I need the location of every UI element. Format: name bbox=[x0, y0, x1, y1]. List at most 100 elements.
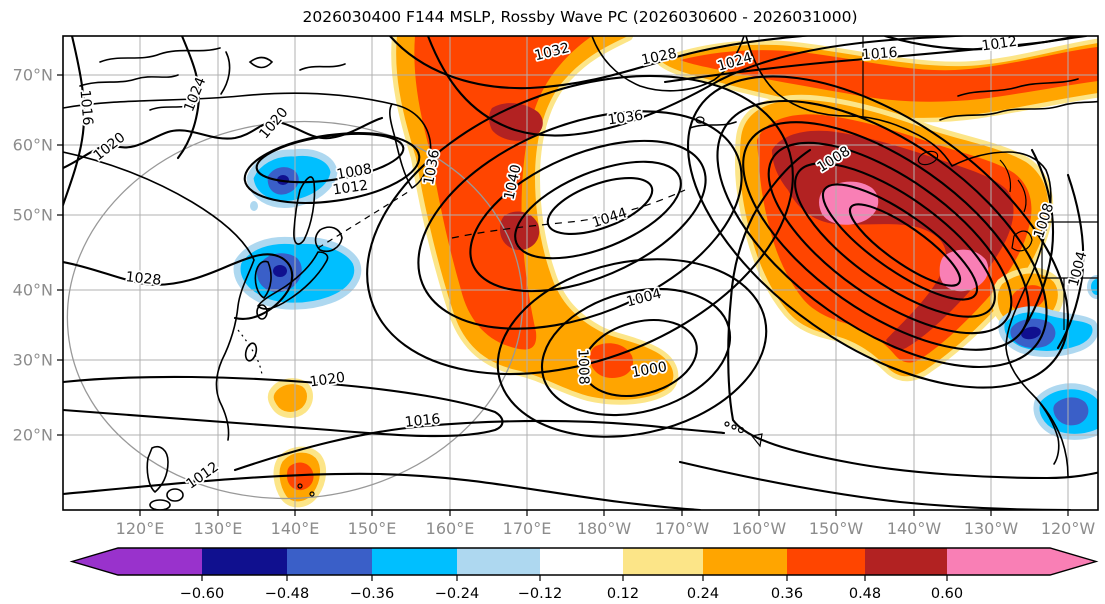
pressure-contours bbox=[63, 36, 1098, 510]
contour-outer-ring-east bbox=[727, 296, 1098, 480]
coast-se-alaska-islands-1 bbox=[999, 159, 1012, 193]
coast-philippines-1 bbox=[166, 488, 184, 502]
coast-hawaii-2 bbox=[731, 424, 737, 430]
contour-squiggle-7 bbox=[939, 100, 1098, 121]
contour-label: 1016 bbox=[861, 45, 898, 63]
lon-tick-label: 170°E bbox=[503, 519, 552, 538]
lon-tick-label: 180°W bbox=[577, 519, 632, 538]
colorbar-cell bbox=[623, 548, 703, 575]
plot-area bbox=[63, 36, 1098, 510]
coast-alaska-na bbox=[745, 36, 1069, 477]
contour-1024-top bbox=[426, 36, 972, 137]
colorbar-tick-label: 0.48 bbox=[849, 586, 881, 602]
coast-east-asia bbox=[63, 151, 255, 441]
colorbar-tick-label: −0.12 bbox=[518, 586, 562, 602]
contour-nepaclow-r2 bbox=[821, 183, 979, 301]
gridlines bbox=[63, 36, 1098, 510]
contour-outer-ring-north bbox=[729, 148, 812, 300]
contour-coastal-1008 bbox=[1022, 148, 1055, 330]
shade-tail-red-core bbox=[590, 343, 634, 378]
lat-tick-label: 40°N bbox=[13, 281, 53, 300]
colorbar-arrow-right bbox=[947, 548, 1096, 575]
contour-label: 1008 bbox=[574, 349, 591, 385]
great-circle-overlay bbox=[66, 120, 524, 500]
contour-squiggle-2 bbox=[79, 74, 179, 87]
contour-high-1048 bbox=[546, 176, 654, 236]
colorbar-tick-label: −0.24 bbox=[435, 586, 479, 602]
contour-1020-nw bbox=[63, 116, 384, 170]
pc-shading-positive bbox=[267, 36, 1098, 508]
shade-baja-royal bbox=[1053, 397, 1089, 426]
lat-tick-label: 30°N bbox=[13, 351, 53, 370]
lon-tick-label: 120°W bbox=[1041, 519, 1096, 538]
contour-1020-ridge bbox=[63, 375, 504, 438]
lon-tick-label: 140°E bbox=[271, 519, 320, 538]
contour-1012-topright bbox=[883, 36, 1080, 51]
coast-baja bbox=[1035, 397, 1060, 465]
coast-okhotsk bbox=[63, 92, 393, 109]
colorbar-tick-label: 0.12 bbox=[607, 586, 639, 602]
colorbar-cell bbox=[287, 548, 372, 575]
colorbar: −0.60 −0.48 −0.36 −0.24 −0.12 0.12 0.24 0.36 0.4… bbox=[69, 547, 1099, 602]
lon-tick-label: 160°W bbox=[732, 519, 787, 538]
colorbar-tick-label: −0.36 bbox=[350, 586, 394, 602]
contour-squiggle-5 bbox=[248, 56, 274, 69]
lon-tick-label: 130°E bbox=[194, 519, 243, 538]
lon-tick-label: 130°W bbox=[964, 519, 1019, 538]
colorbar-cell bbox=[372, 548, 457, 575]
coast-vancouver-island bbox=[1011, 230, 1033, 252]
lon-tick-label: 170°W bbox=[655, 519, 710, 538]
contour-coastal-1004 bbox=[1056, 173, 1085, 350]
colorbar-tick-label: −0.48 bbox=[265, 586, 309, 602]
lat-tick-label: 50°N bbox=[13, 206, 53, 225]
contour-1028-westmid bbox=[63, 253, 294, 320]
colorbar-tick-label: 0.60 bbox=[931, 586, 963, 602]
contour-label: 1028 bbox=[640, 46, 678, 69]
contour-nepaclow-r4 bbox=[767, 141, 1013, 335]
colorbar-outline bbox=[69, 547, 1099, 576]
colorbar-cell bbox=[540, 548, 623, 575]
coast-chukotka bbox=[591, 36, 745, 92]
lon-axis-labels: 120°E 130°E 140°E 150°E 160°E 170°E 180°W 170°W… bbox=[116, 519, 1096, 538]
contour-1024-nw bbox=[176, 36, 200, 160]
coast-luzon bbox=[146, 446, 169, 493]
lat-tick-label: 70°N bbox=[13, 66, 53, 85]
axis-ticks bbox=[57, 74, 1069, 516]
contour-1028-top bbox=[388, 36, 814, 90]
contour-1012-south bbox=[63, 472, 702, 510]
lat-axis-labels: 70°N 60°N 50°N 40°N 30°N 20°N bbox=[13, 66, 53, 445]
colorbar-cell bbox=[787, 548, 865, 575]
lon-tick-label: 120°E bbox=[116, 519, 165, 538]
contour-high-1044 bbox=[514, 160, 682, 260]
contour-high-1036 bbox=[417, 110, 743, 330]
contour-nepaclow-1012 bbox=[686, 75, 1070, 389]
contour-label: 1028 bbox=[125, 269, 162, 289]
shade-small-orange-1 bbox=[267, 378, 313, 418]
contour-label: 1016 bbox=[76, 89, 95, 126]
contour-low-1008 bbox=[496, 258, 768, 438]
colorbar-cell bbox=[457, 548, 540, 575]
lat-tick-label: 60°N bbox=[13, 136, 53, 155]
lon-tick-label: 140°W bbox=[887, 519, 942, 538]
shade-nepac-pink-core-1 bbox=[819, 181, 879, 225]
contour-1016-west bbox=[63, 36, 86, 207]
coast-hawaii-1 bbox=[724, 421, 730, 427]
lat-tick-label: 20°N bbox=[13, 426, 53, 445]
coast-island-dot-3 bbox=[309, 491, 315, 497]
contour-squiggle-9 bbox=[689, 121, 737, 129]
coast-hokkaido bbox=[314, 226, 343, 253]
coast-taiwan bbox=[244, 342, 258, 362]
contour-high-1040 bbox=[469, 139, 707, 293]
colorbar-cell bbox=[865, 548, 947, 575]
contour-squiggle-3 bbox=[149, 103, 196, 111]
contour-squiggle-4 bbox=[220, 51, 231, 95]
shade-swus-navy bbox=[1021, 326, 1041, 340]
contour-low-1000 bbox=[582, 319, 698, 397]
shade-edge-cyan bbox=[1087, 275, 1098, 299]
contour-japanlow-1012 bbox=[243, 132, 421, 204]
coast-kamchatka bbox=[389, 103, 432, 189]
lon-tick-label: 150°W bbox=[809, 519, 864, 538]
contour-squiggle-8 bbox=[957, 78, 1079, 97]
